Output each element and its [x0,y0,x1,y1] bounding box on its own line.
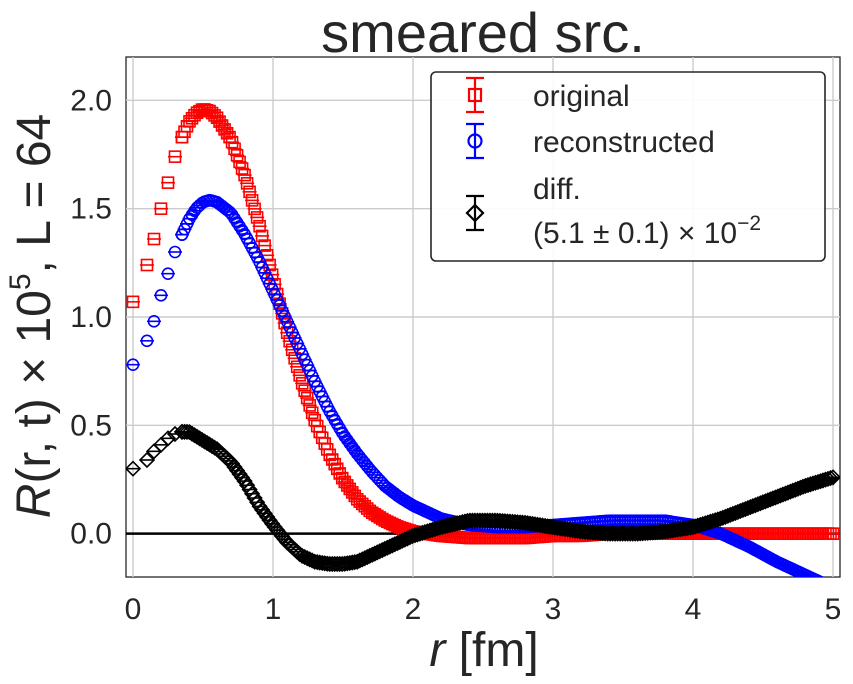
y-axis-ticks: 0.0 0.5 1.0 1.5 2.0 [70,84,112,550]
x-axis-label: r [fm] [429,624,538,677]
data-point [126,295,140,309]
y-tick-label: 0.5 [70,409,112,442]
legend: original reconstructed diff. (5.1 ± 0.1)… [430,71,826,262]
data-point [816,575,825,577]
y-tick-label: 0.0 [70,518,112,551]
data-point [257,239,272,252]
data-point [225,135,240,149]
data-point [247,202,262,216]
data-point [245,194,260,207]
y-axis-label-R: R [8,484,61,519]
legend-box [430,71,826,262]
legend-marker-diff [465,194,485,232]
legend-label-diff-value: (5.1 ± 0.1) × 10−2 [533,212,761,250]
data-point [809,573,822,577]
x-tick-label: 3 [545,593,562,626]
legend-marker-original [466,76,484,114]
data-point [147,315,161,328]
data-point [161,267,175,280]
data-point [292,369,307,382]
data-point [240,177,255,190]
data-point [147,232,161,246]
legend-diff-value-main: (5.1 ± 0.1) × 10 [533,217,737,250]
data-point [230,149,245,162]
data-point [250,211,265,224]
data-point [232,155,247,169]
series-layer [126,103,840,577]
data-point [297,384,312,397]
data-point [227,142,242,156]
y-tick-label: 1.0 [70,301,112,334]
data-point [140,334,154,348]
y-axis-label: R(r, t) × 105, L = 64 [4,114,61,518]
data-point [302,399,317,412]
x-tick-label: 0 [125,593,142,626]
x-tick-label: 5 [825,593,842,626]
y-axis-label-args: (r, t) × 10 [8,290,61,483]
x-tick-label: 1 [265,593,282,626]
data-point [305,406,320,420]
chart-title: smeared src. [321,1,645,64]
x-axis-ticks: 0 1 2 3 4 5 [125,593,842,626]
y-axis-label-tail: , L = 64 [8,114,61,274]
legend-label-diff: diff. [533,173,581,206]
legend-marker-reconstructed [466,122,484,160]
data-point [237,168,252,182]
x-tick-label: 2 [405,593,422,626]
data-point [812,574,823,577]
y-tick-label: 2.0 [70,84,112,117]
data-point [242,185,257,199]
x-tick-label: 4 [685,593,702,626]
legend-diff-value-exp: −2 [737,212,761,235]
data-point [255,229,270,243]
data-point [168,245,182,259]
legend-label-reconstructed: reconstructed [533,126,715,159]
data-point [824,469,840,486]
data-point [806,572,820,577]
data-point [161,176,175,189]
data-point [826,527,840,540]
x-axis-label-var: r [429,624,447,677]
y-axis-label-exp: 5 [4,273,37,290]
data-point [300,391,315,405]
data-point [126,358,140,371]
y-tick-label: 1.5 [70,193,112,226]
data-point [168,150,182,163]
data-point [235,162,250,175]
data-point [252,219,267,233]
series-diff [126,423,840,573]
data-point [140,258,154,272]
data-point [126,460,142,477]
x-axis-label-unit: [fm] [445,624,538,677]
data-point [154,289,168,302]
data-point [295,377,310,390]
data-point [803,571,818,577]
legend-label-original: original [533,80,630,113]
data-point [138,451,156,469]
data-point [154,202,168,215]
